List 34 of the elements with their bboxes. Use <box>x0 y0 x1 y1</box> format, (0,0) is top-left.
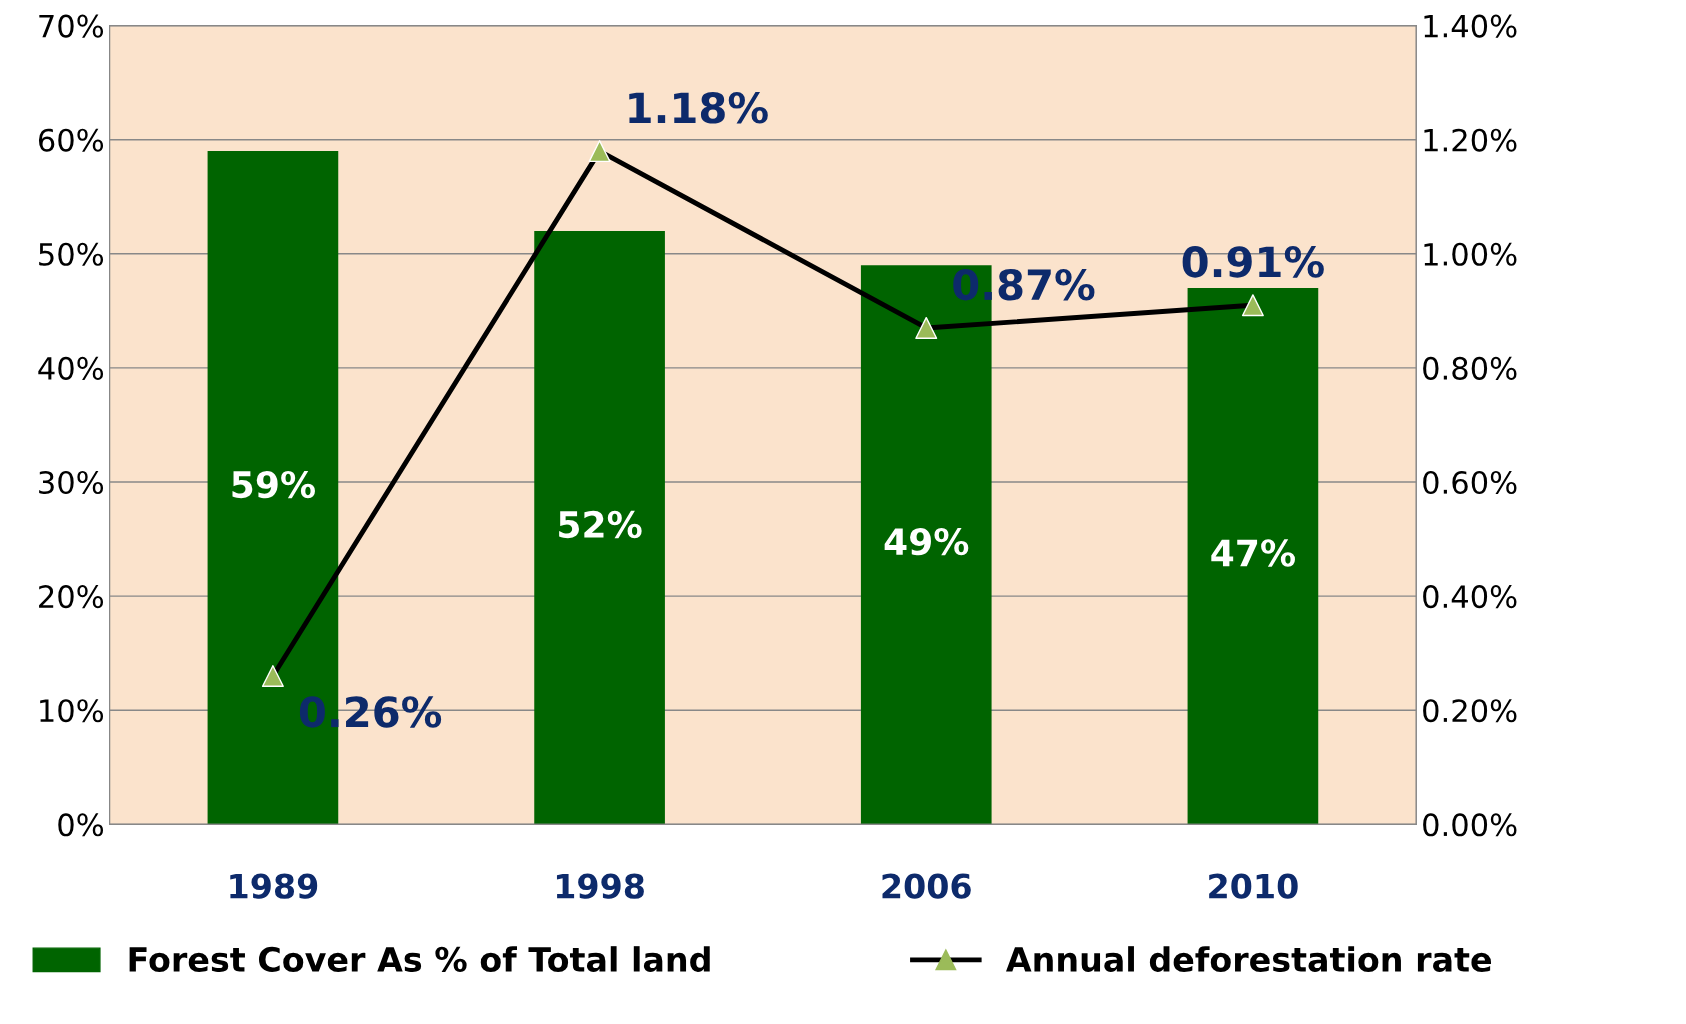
point <box>588 140 611 163</box>
legend-label: Annual deforestation rate <box>1006 946 1491 972</box>
legend-label: Forest Cover As % of Total land <box>129 946 710 972</box>
y-tick-label: 30% <box>39 470 104 495</box>
bar <box>534 230 665 825</box>
point <box>915 316 938 339</box>
x-tick-label: 1989 <box>230 873 318 899</box>
x-tick-label: 2010 <box>1209 873 1298 899</box>
data-label: 59% <box>232 470 315 499</box>
y2-tick-label: 0.40% <box>1423 585 1517 609</box>
y2-tick-label: 0.20% <box>1423 699 1517 723</box>
bar <box>1187 288 1319 825</box>
x-tick-label: 1998 <box>556 873 644 899</box>
y2-tick-label: 0.00% <box>1423 813 1517 837</box>
y-tick-label: 10% <box>40 699 104 723</box>
y2-tick-label: 0.80% <box>1423 356 1517 380</box>
point <box>1241 294 1264 317</box>
y-tick-label: 60% <box>38 128 104 152</box>
y2-tick-label: 1.20% <box>1424 128 1517 152</box>
x-tick-label: 2006 <box>882 873 971 899</box>
data-label: 47% <box>1211 539 1295 567</box>
point <box>261 664 284 687</box>
data-label: 52% <box>559 510 642 539</box>
data-label: 49% <box>884 527 969 556</box>
y-tick-label: 0% <box>58 813 104 837</box>
y-tick-label: 70% <box>39 14 104 38</box>
data-label: 0.91% <box>1182 246 1324 278</box>
y2-tick-label: 1.40% <box>1424 14 1517 38</box>
y2-tick-label: 0.60% <box>1423 470 1517 495</box>
y2-tick-label: 1.00% <box>1424 242 1517 266</box>
y-tick-label: 40% <box>38 356 104 380</box>
y-tick-label: 50% <box>39 242 104 266</box>
y-tick-label: 20% <box>39 585 104 609</box>
data-label: 1.18% <box>629 92 768 124</box>
